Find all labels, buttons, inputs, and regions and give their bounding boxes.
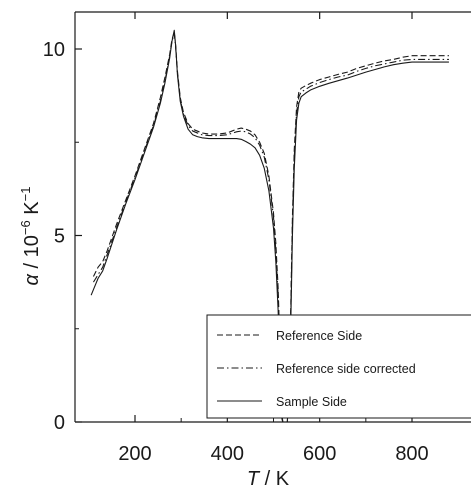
y-axis-unitk: K [21, 201, 43, 221]
y-axis-kexp: −1 [18, 187, 33, 202]
x-axis-label: T / K [247, 468, 290, 488]
series-layer [90, 29, 449, 422]
y-tick-label: 0 [54, 412, 65, 434]
y-axis-unit: / 10 [21, 235, 43, 274]
y-axis-label: α / 10−6 K−1 [18, 187, 43, 286]
axis-labels: T / K α / 10−6 K−1 [18, 187, 290, 488]
y-axis-var: α [21, 273, 43, 285]
legend-entry-label: Reference side corrected [276, 362, 416, 376]
legend: Reference Side Reference side corrected Sa… [206, 314, 471, 419]
y-tick-label: 10 [43, 39, 65, 61]
x-tick-label: 800 [395, 443, 428, 465]
x-tick-label: 600 [303, 443, 336, 465]
legend-entry-label: Reference Side [276, 329, 362, 343]
series-line-solid [90, 29, 449, 422]
ticks-layer: 0 5 10 200 400 600 800 [43, 12, 429, 465]
x-tick-label: 400 [211, 443, 244, 465]
y-tick-label: 5 [54, 226, 65, 248]
legend-entry-label: Sample Side [276, 395, 347, 409]
x-tick-label: 200 [118, 443, 151, 465]
x-axis-unit: / K [259, 468, 290, 488]
x-axis-var: T [247, 468, 261, 488]
y-axis-exp: −6 [18, 220, 33, 235]
